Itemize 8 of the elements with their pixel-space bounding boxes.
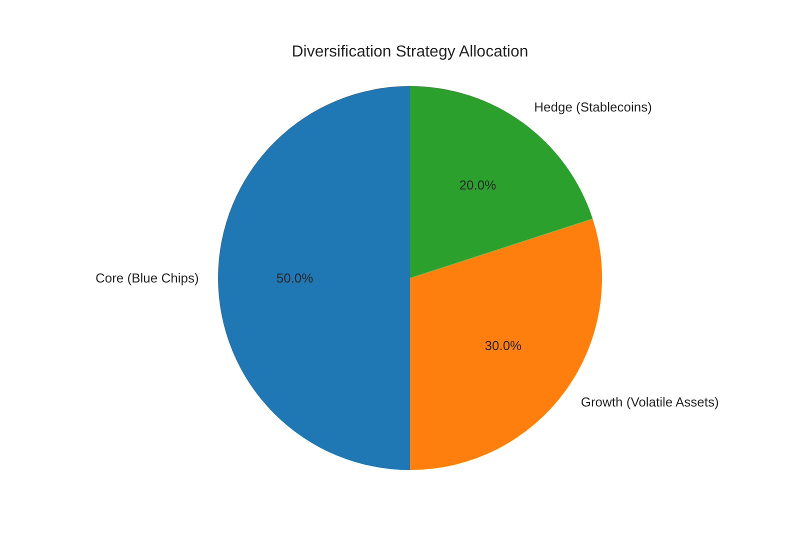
slice-label: Growth (Volatile Assets) [580, 394, 719, 410]
slice-label: Core (Blue Chips) [95, 270, 199, 286]
data-label: 20.0% [459, 177, 497, 192]
slice-label: Hedge (Stablecoins) [534, 100, 652, 115]
data-label: 50.0% [276, 270, 314, 286]
chart-title: Diversification Strategy Allocation [292, 44, 528, 60]
data-label: 30.0% [484, 338, 522, 354]
pie-slice [218, 86, 410, 470]
